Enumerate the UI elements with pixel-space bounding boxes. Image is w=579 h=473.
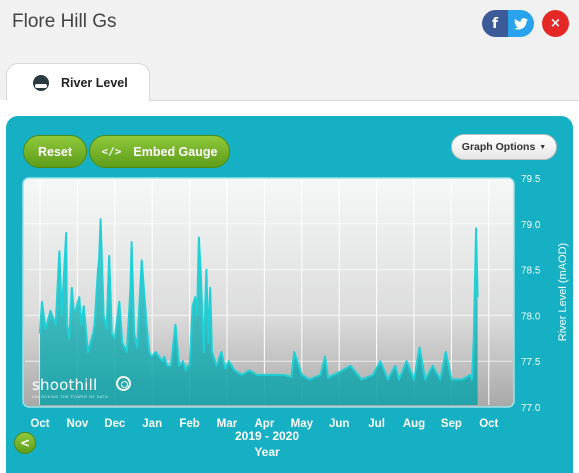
code-icon: </>	[101, 145, 122, 158]
close-button[interactable]: ×	[542, 10, 569, 37]
twitter-share-button[interactable]	[508, 10, 534, 37]
twitter-icon	[514, 17, 528, 30]
series-line	[39, 218, 479, 381]
river-level-icon	[33, 74, 49, 91]
graph-options-button[interactable]: Graph Options ▼	[451, 134, 557, 160]
chevron-down-icon: ▼	[539, 143, 547, 151]
page-title: Flore Hill Gs	[12, 11, 117, 32]
share-buttons: f	[482, 10, 534, 37]
x-tick-label: Mar	[217, 418, 238, 430]
graph-options-label: Graph Options	[461, 141, 536, 153]
tab-divider	[150, 100, 579, 101]
y-axis-label: River Level (mAOD)	[557, 243, 569, 341]
x-tick-label: Aug	[403, 418, 425, 430]
embed-label: Embed Gauge	[133, 144, 218, 159]
back-button[interactable]: <	[14, 432, 36, 454]
x-axis-ticks: Oct Nov Dec Jan Feb Mar Apr May Jun Jul Aug Sep Oct	[30, 418, 498, 430]
facebook-icon: f	[491, 15, 499, 32]
x-tick-label: Sep	[441, 418, 462, 430]
tab-label: River Level	[61, 75, 128, 90]
x-tick-label: May	[291, 418, 314, 430]
y-tick-label: 79.5	[521, 174, 541, 185]
reset-label: Reset	[37, 144, 73, 159]
series-area	[40, 219, 478, 405]
x-tick-label: Jan	[142, 418, 162, 430]
y-tick-label: 78.5	[521, 266, 541, 277]
x-axis-label: Year	[254, 445, 280, 459]
y-tick-label: 79.0	[521, 220, 541, 231]
x-axis-sublabel: 2019 - 2020	[235, 429, 299, 443]
x-tick-label: Dec	[104, 418, 126, 430]
x-tick-label: Jul	[368, 418, 385, 430]
x-tick-label: Feb	[179, 418, 199, 430]
y-tick-label: 77.5	[521, 357, 541, 368]
close-icon: ×	[550, 16, 561, 31]
reset-button[interactable]: Reset	[23, 135, 87, 168]
x-tick-label: Oct	[30, 418, 49, 430]
x-tick-label: Jun	[329, 418, 349, 430]
shoothill-logo: shoothill UNLOCKING THE POWER OF DATA	[32, 376, 109, 399]
y-tick-label: 77.0	[521, 403, 541, 414]
x-tick-label: Nov	[67, 418, 89, 430]
logo-target-icon	[116, 376, 131, 391]
y-axis-ticks: 79.5 79.0 78.5 78.0 77.5 77.0	[521, 174, 541, 414]
facebook-share-button[interactable]: f	[482, 10, 508, 37]
x-tick-label: Oct	[479, 418, 498, 430]
chevron-left-icon: <	[19, 436, 31, 450]
x-tick-label: Apr	[254, 418, 274, 430]
tab-river-level[interactable]: River Level	[6, 63, 150, 101]
embed-gauge-button[interactable]: </> Embed Gauge	[89, 135, 230, 168]
y-tick-label: 78.0	[521, 311, 541, 322]
